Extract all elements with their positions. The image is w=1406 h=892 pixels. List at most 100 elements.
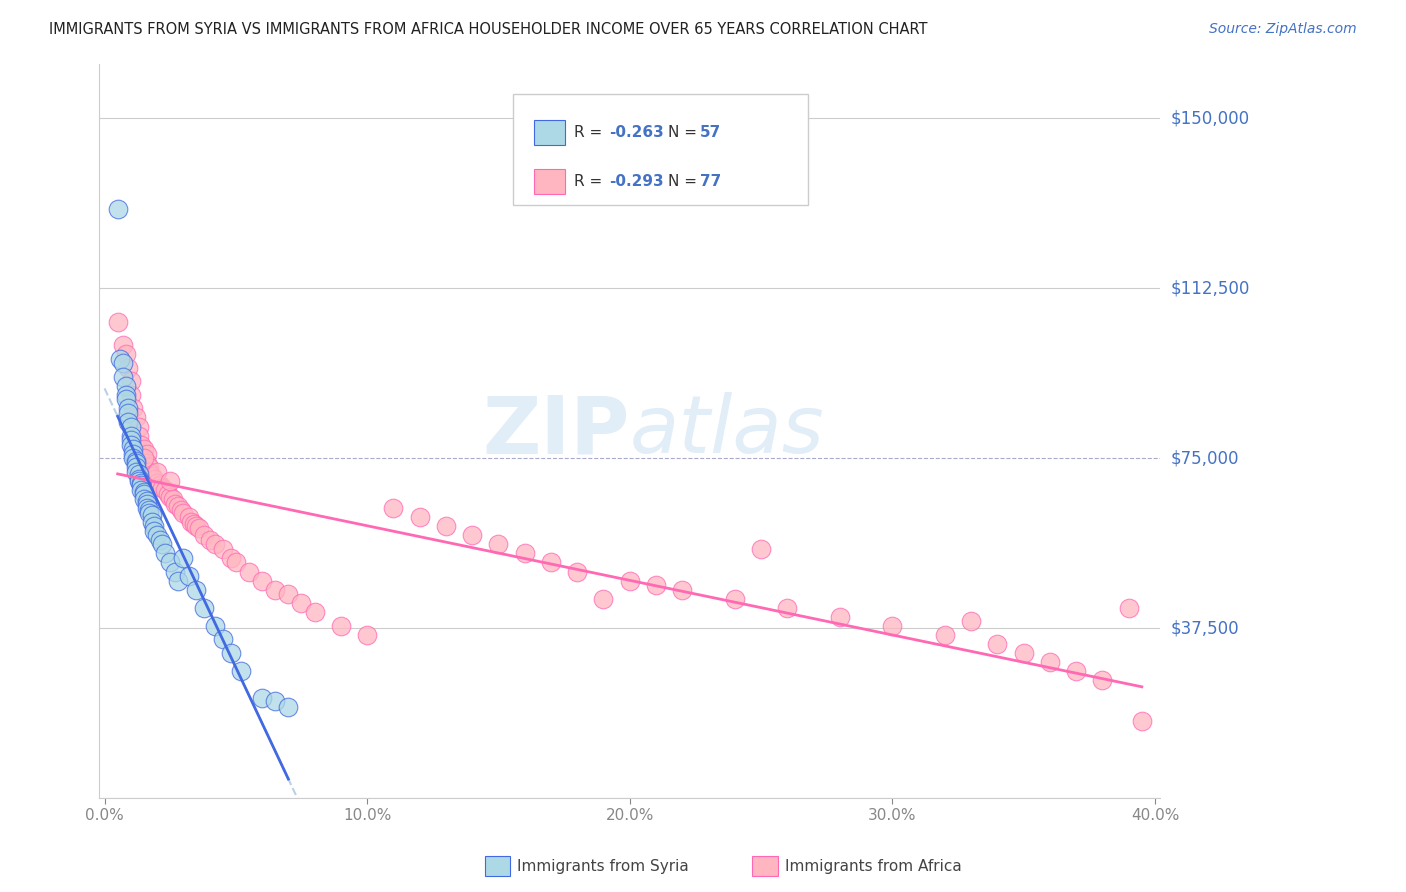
Text: Immigrants from Africa: Immigrants from Africa [785, 859, 962, 873]
Point [146, 465, 169, 479]
Point [132, 442, 155, 457]
Point [172, 550, 194, 565]
Text: R =: R = [574, 174, 607, 188]
Text: Source: ZipAtlas.com: Source: ZipAtlas.com [1209, 22, 1357, 37]
Point [183, 516, 205, 531]
Point [724, 591, 747, 606]
Point [138, 460, 160, 475]
Point [567, 565, 589, 579]
Point [128, 474, 150, 488]
Point [146, 476, 169, 491]
Point [1130, 714, 1153, 728]
Point [129, 478, 152, 492]
Point [150, 481, 173, 495]
Text: 77: 77 [700, 174, 721, 188]
Text: 57: 57 [700, 125, 721, 139]
Point [513, 546, 536, 560]
Point [135, 447, 157, 461]
Point [125, 410, 148, 425]
Point [193, 600, 215, 615]
Point [1039, 655, 1062, 669]
Point [141, 469, 163, 483]
Point [120, 374, 142, 388]
Point [120, 437, 142, 451]
Point [132, 451, 155, 466]
Point [149, 533, 172, 547]
Point [204, 619, 226, 633]
Point [128, 428, 150, 442]
Point [290, 596, 312, 610]
Point [461, 528, 484, 542]
Point [304, 605, 326, 619]
Point [129, 483, 152, 497]
Point [828, 610, 851, 624]
Point [225, 556, 247, 570]
Text: $37,500: $37,500 [1171, 619, 1239, 637]
Point [264, 582, 287, 597]
Point [117, 406, 139, 420]
Point [141, 508, 163, 522]
Point [167, 574, 190, 588]
Point [143, 524, 166, 538]
Point [382, 501, 405, 516]
Point [277, 700, 299, 714]
Point [211, 632, 233, 647]
Point [141, 515, 163, 529]
Point [749, 541, 772, 556]
Point [122, 442, 145, 457]
Point [138, 503, 160, 517]
Point [165, 497, 187, 511]
Point [120, 388, 142, 402]
Point [1064, 664, 1087, 678]
Point [128, 467, 150, 482]
Point [156, 487, 179, 501]
Point [159, 556, 181, 570]
Point [153, 546, 176, 560]
Point [162, 491, 184, 506]
Point [159, 474, 181, 488]
Point [114, 392, 136, 407]
Point [329, 619, 352, 633]
Point [107, 315, 129, 329]
Point [1118, 600, 1140, 615]
Point [172, 506, 194, 520]
Point [177, 510, 200, 524]
Point [138, 465, 160, 479]
Point [986, 637, 1008, 651]
Text: ZIP: ZIP [482, 392, 630, 470]
Point [111, 338, 134, 352]
Text: R =: R = [574, 125, 607, 139]
Point [138, 506, 160, 520]
Point [264, 693, 287, 707]
Point [135, 497, 157, 511]
Point [219, 646, 242, 660]
Point [434, 519, 457, 533]
Point [776, 600, 799, 615]
Point [125, 453, 148, 467]
Point [132, 487, 155, 501]
Point [488, 537, 510, 551]
Point [122, 401, 145, 416]
Point [277, 587, 299, 601]
Point [128, 419, 150, 434]
Point [250, 691, 273, 706]
Point [645, 578, 668, 592]
Point [135, 456, 157, 470]
Point [117, 415, 139, 429]
Point [122, 447, 145, 461]
Point [120, 433, 142, 447]
Point [149, 478, 172, 492]
Text: -0.293: -0.293 [609, 174, 664, 188]
Point [114, 347, 136, 361]
Point [934, 628, 956, 642]
Point [143, 472, 166, 486]
Point [120, 428, 142, 442]
Point [132, 485, 155, 500]
Point [159, 490, 181, 504]
Point [111, 369, 134, 384]
Text: $150,000: $150,000 [1171, 110, 1250, 128]
Point [170, 503, 193, 517]
Point [125, 460, 148, 475]
Point [129, 437, 152, 451]
Text: $112,500: $112,500 [1171, 279, 1250, 297]
